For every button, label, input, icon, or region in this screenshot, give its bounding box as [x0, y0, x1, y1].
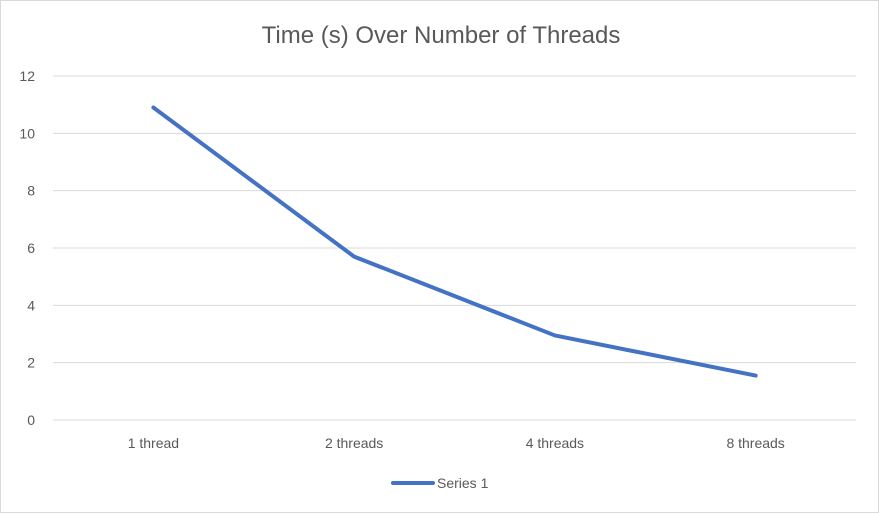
gridlines — [53, 76, 856, 420]
y-axis-ticks: 0 2 4 6 8 10 12 — [19, 68, 35, 428]
y-tick-label: 0 — [27, 412, 35, 428]
x-tick-label: 2 threads — [325, 435, 383, 451]
y-tick-label: 10 — [19, 125, 35, 141]
y-tick-label: 12 — [19, 68, 35, 84]
chart-title: Time (s) Over Number of Threads — [262, 22, 621, 49]
y-tick-label: 8 — [27, 183, 35, 199]
y-tick-label: 2 — [27, 355, 35, 371]
x-tick-label: 4 threads — [526, 435, 584, 451]
y-tick-label: 6 — [27, 240, 35, 256]
x-axis-ticks: 1 thread 2 threads 4 threads 8 threads — [128, 435, 785, 451]
y-tick-label: 4 — [27, 297, 35, 313]
series-layer — [153, 108, 755, 376]
legend: Series 1 — [393, 475, 489, 491]
x-tick-label: 1 thread — [128, 435, 179, 451]
legend-label-series-1: Series 1 — [437, 475, 489, 491]
x-tick-label: 8 threads — [726, 435, 784, 451]
series-line-1 — [153, 108, 755, 376]
